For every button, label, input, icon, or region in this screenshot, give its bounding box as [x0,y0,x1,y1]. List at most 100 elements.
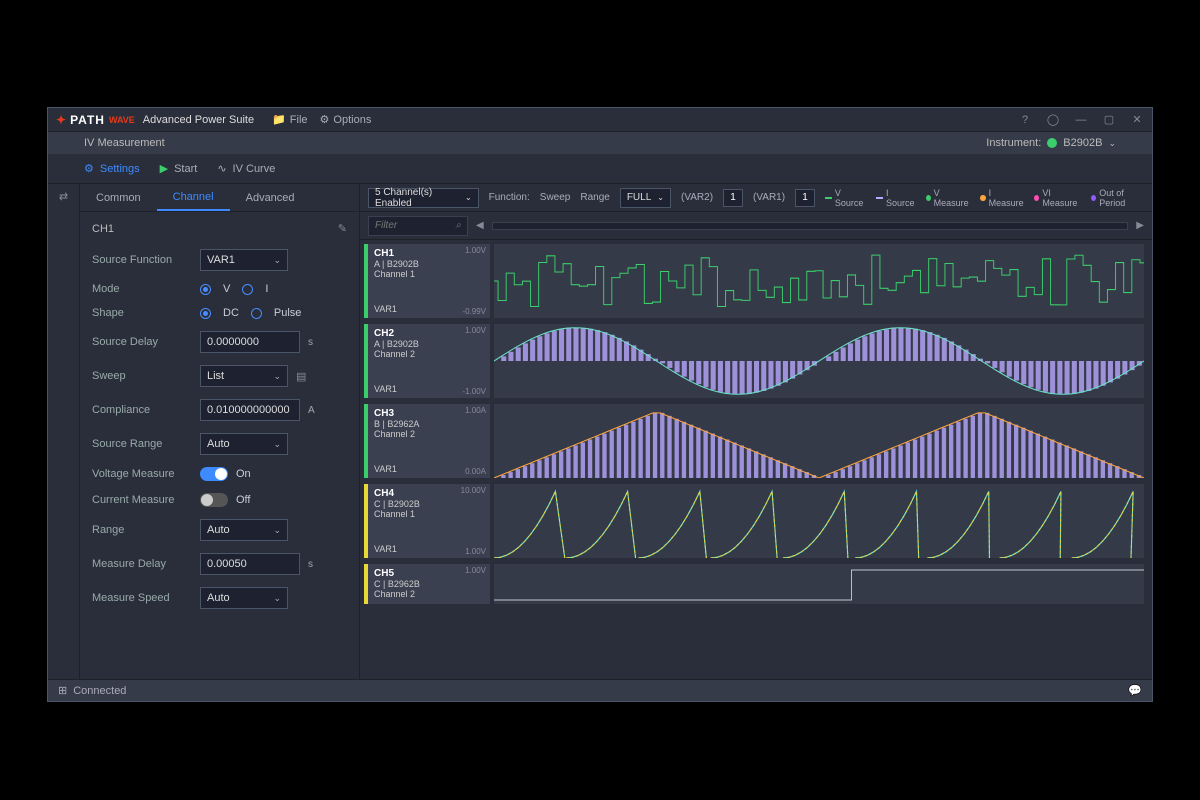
chevron-down-icon: ⌄ [465,193,472,202]
tab-channel[interactable]: Channel [157,184,230,211]
legend-swatch [825,197,832,199]
waveform-plot[interactable] [494,484,1144,558]
measure-speed-label: Measure Speed [92,592,192,604]
app-window: ✦ PATHWAVE Advanced Power Suite 📁File ⚙O… [47,107,1153,702]
legend-item: V Measure [926,188,971,208]
sweep-select[interactable]: List⌄ [200,365,288,387]
waveform-plot[interactable] [494,324,1144,398]
play-icon: ▶ [160,162,168,175]
compliance-input[interactable] [200,399,300,421]
brand-text-2: WAVE [109,115,135,125]
waveform-plot[interactable] [494,564,1144,604]
titlebar: ✦ PATHWAVE Advanced Power Suite 📁File ⚙O… [48,108,1152,132]
chat-icon[interactable]: 💬 [1128,684,1142,697]
var1-input[interactable] [795,189,815,207]
legend-item: Out of Period [1091,188,1144,208]
legend-item: I Measure [980,188,1024,208]
shape-pulse-radio[interactable] [251,308,262,319]
measure-speed-select[interactable]: Auto⌄ [200,587,288,609]
curve-icon: ∿ [217,162,226,175]
measure-delay-input[interactable] [200,553,300,575]
range-label: Range [580,192,609,203]
legend-item: I Source [876,188,916,208]
channel-header[interactable]: CH4C | B2902BChannel 1VAR1 [368,484,452,558]
legend-swatch [1091,195,1096,201]
connection-status: Connected [73,685,126,697]
options-menu[interactable]: ⚙Options [320,113,372,126]
mode-v-radio[interactable] [200,284,211,295]
channels-enabled-select[interactable]: 5 Channel(s) Enabled⌄ [368,188,479,208]
channel-var: VAR1 [374,304,446,314]
scroll-right-button[interactable]: ▶ [1136,220,1144,231]
chevron-down-icon: ⌄ [273,255,281,266]
chevron-down-icon: ⌄ [273,593,281,604]
source-range-select[interactable]: Auto⌄ [200,433,288,455]
chevron-down-icon: ⌄ [273,439,281,450]
channel-header[interactable]: CH3B | B2962AChannel 2VAR1 [368,404,452,478]
channels-area: CH1A | B2902BChannel 1VAR11.00V-0.99VCH2… [360,240,1152,679]
app-suite-name: Advanced Power Suite [143,114,254,126]
y-axis-labels: 1.00A0.00A [452,404,490,478]
brand-text-1: PATH [70,113,105,127]
y-axis-labels: 1.00V [452,564,490,604]
channel-plot-container: 1.00V-0.99V [452,244,1144,318]
mode-i-radio[interactable] [242,284,253,295]
timeline-scrollbar[interactable] [492,222,1129,230]
search-icon: ⌕ [455,220,461,231]
help-button[interactable]: ? [1018,113,1032,127]
waveform-plot[interactable] [494,244,1144,318]
swap-icon[interactable]: ⇄ [59,190,68,203]
current-measure-toggle[interactable] [200,493,228,507]
subheader: IV Measurement Instrument: B2902B ⌄ [48,132,1152,154]
legend-swatch [1034,195,1039,201]
voltage-measure-toggle[interactable] [200,467,228,481]
shape-label: Shape [92,307,192,319]
channel-title: CH4 [374,488,446,499]
user-icon[interactable]: ◯ [1046,113,1060,127]
folder-icon: 📁 [272,113,286,126]
start-button[interactable]: ▶ Start [160,162,198,175]
channel-title: CH2 [374,328,446,339]
edit-icon[interactable]: ✎ [338,222,347,235]
source-range-label: Source Range [92,438,192,450]
source-delay-input[interactable] [200,331,300,353]
tab-advanced[interactable]: Advanced [230,184,311,211]
minimize-button[interactable]: — [1074,113,1088,127]
sidebar-tabs: Common Channel Advanced [80,184,359,212]
channel-name-row: CH1 ✎ [92,222,347,235]
list-icon[interactable]: ▤ [296,370,306,383]
range-select[interactable]: FULL⌄ [620,188,671,208]
channel-plot-container: 1.00V [452,564,1144,604]
channel-header[interactable]: CH2A | B2902BChannel 2VAR1 [368,324,452,398]
instrument-value[interactable]: B2902B [1063,137,1102,149]
channel-header[interactable]: CH1A | B2902BChannel 1VAR1 [368,244,452,318]
range-select[interactable]: Auto⌄ [200,519,288,541]
window-controls: ? ◯ — ▢ ✕ [1018,113,1144,127]
channel-title: CH3 [374,408,446,419]
channel-panel: CH1A | B2902BChannel 1VAR11.00V-0.99V [364,244,1144,318]
channel-var: VAR1 [374,464,446,474]
var2-input[interactable] [723,189,743,207]
channel-var: VAR1 [374,544,446,554]
channel-header[interactable]: CH5C | B2962BChannel 2 [368,564,452,604]
chevron-down-icon[interactable]: ⌄ [1108,138,1116,149]
filter-input[interactable]: Filter ⌕ [368,216,468,236]
channel-panel: CH3B | B2962AChannel 2VAR11.00A0.00A [364,404,1144,478]
left-rail: ⇄ [48,184,80,679]
current-measure-label: Current Measure [92,494,192,506]
sidebar: Common Channel Advanced CH1 ✎ Source Fun… [80,184,360,679]
settings-button[interactable]: ⚙ Settings [84,162,140,175]
connection-icon: ⊞ [58,684,67,697]
source-function-select[interactable]: VAR1⌄ [200,249,288,271]
maximize-button[interactable]: ▢ [1102,113,1116,127]
function-label: Function: [489,192,530,203]
legend-swatch [980,195,985,201]
close-button[interactable]: ✕ [1130,113,1144,127]
legend-item: V Source [825,188,866,208]
scroll-left-button[interactable]: ◀ [476,220,484,231]
tab-common[interactable]: Common [80,184,157,211]
shape-dc-radio[interactable] [200,308,211,319]
file-menu[interactable]: 📁File [272,113,307,126]
waveform-plot[interactable] [494,404,1144,478]
ivcurve-button[interactable]: ∿ IV Curve [217,162,275,175]
